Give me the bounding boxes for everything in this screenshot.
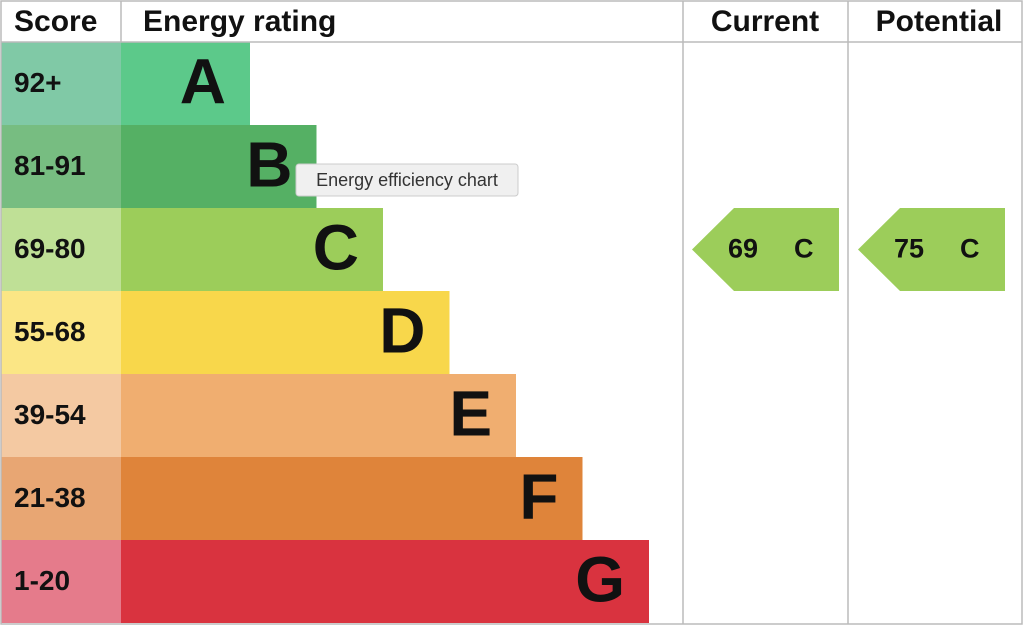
score-cell [1, 374, 121, 457]
rating-bar [121, 374, 516, 457]
tooltip-text: Energy efficiency chart [316, 170, 498, 190]
score-label: 55-68 [14, 316, 86, 347]
current-arrow: 69 C [692, 208, 839, 291]
rating-letter: A [180, 45, 226, 117]
arrow-score: 69 [728, 234, 758, 264]
header-current: Current [711, 5, 819, 38]
header-rating: Energy rating [143, 5, 336, 38]
score-label: 69-80 [14, 233, 86, 264]
rating-bar [121, 125, 317, 208]
rating-letter: C [313, 211, 359, 283]
rating-letter: D [379, 294, 425, 366]
rating-letter: E [449, 377, 492, 449]
tooltip: Energy efficiency chart [295, 163, 519, 197]
score-cell [1, 457, 121, 540]
arrow-rating: C [960, 234, 980, 264]
score-label: 39-54 [14, 399, 86, 430]
score-cell [1, 540, 121, 623]
rating-bar [121, 291, 450, 374]
score-label: 81-91 [14, 150, 86, 181]
potential-arrow: 75 C [858, 208, 1005, 291]
score-cell [1, 291, 121, 374]
rating-bar [121, 208, 383, 291]
score-label: 21-38 [14, 482, 86, 513]
score-label: 1-20 [14, 565, 70, 596]
rating-letter: F [519, 460, 558, 532]
rating-bar [121, 457, 583, 540]
header-score: Score [14, 5, 97, 38]
score-cell [1, 208, 121, 291]
score-label: 92+ [14, 67, 62, 98]
arrow-shape [858, 208, 1005, 291]
rating-bar [121, 42, 250, 125]
score-cell [1, 125, 121, 208]
rating-letter: B [246, 128, 292, 200]
arrow-rating: C [794, 234, 814, 264]
arrow-score: 75 [894, 234, 924, 264]
tooltip-box [295, 163, 519, 197]
rating-letter: G [575, 543, 625, 615]
header-potential: Potential [876, 5, 1003, 38]
arrow-shape [692, 208, 839, 291]
rating-bar [121, 540, 649, 623]
score-cell [1, 42, 121, 125]
